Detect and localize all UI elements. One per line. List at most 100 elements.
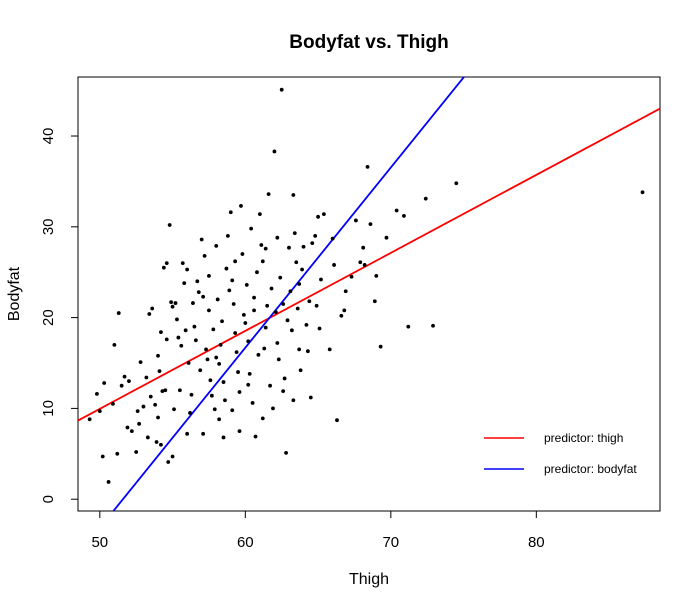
data-point [225, 233, 230, 238]
data-point [233, 259, 238, 264]
data-point [192, 324, 197, 329]
data-point [260, 259, 265, 264]
data-point [177, 388, 182, 393]
legend-label-bodyfat: predictor: bodyfat [544, 462, 637, 476]
data-point [223, 398, 227, 403]
data-point [100, 454, 105, 459]
data-point [263, 325, 268, 330]
data-point [279, 87, 284, 92]
data-point [300, 267, 304, 272]
data-point [332, 263, 336, 267]
data-point [257, 212, 262, 217]
data-point [297, 347, 302, 352]
y-axis-label: Bodyfat [6, 266, 23, 321]
data-point [156, 415, 160, 420]
data-point [97, 409, 102, 414]
data-point [250, 401, 255, 405]
data-point [394, 208, 399, 213]
data-point [640, 190, 645, 195]
data-point [191, 301, 195, 305]
data-point [154, 440, 159, 444]
data-point [167, 223, 172, 227]
data-point [217, 417, 222, 422]
data-point [231, 302, 236, 306]
data-point [228, 210, 233, 215]
data-point [199, 237, 204, 242]
data-point [252, 308, 256, 313]
data-point [201, 294, 206, 299]
data-point [358, 260, 363, 265]
data-point [269, 286, 274, 291]
data-point [207, 308, 211, 313]
data-point [164, 337, 169, 342]
data-point [215, 297, 220, 302]
data-point [106, 480, 111, 484]
data-point [185, 431, 190, 436]
data-point [454, 181, 459, 186]
data-point [327, 347, 332, 352]
data-point [202, 253, 207, 258]
data-point [180, 261, 185, 266]
data-point [287, 245, 291, 250]
data-point [406, 324, 411, 329]
data-point [116, 311, 121, 315]
data-point [253, 434, 258, 439]
data-point [212, 407, 217, 412]
data-point [224, 266, 229, 271]
data-point [297, 282, 302, 286]
data-point [134, 450, 139, 454]
data-point [259, 243, 264, 247]
data-point [260, 416, 265, 421]
data-point [372, 299, 377, 304]
data-point [263, 246, 268, 251]
data-point [271, 406, 275, 411]
data-point [249, 226, 254, 231]
plot-frame [77, 76, 661, 512]
data-point [204, 347, 208, 352]
data-point [163, 388, 168, 393]
data-point [218, 342, 223, 347]
data-point [368, 222, 373, 226]
data-point [384, 235, 389, 240]
data-point [209, 393, 214, 398]
data-point [307, 299, 312, 304]
data-point [361, 245, 366, 250]
data-point [289, 328, 294, 333]
data-point [275, 235, 280, 240]
x-tick-label: 80 [528, 534, 545, 551]
data-point [164, 261, 169, 266]
y-tick-label: 30 [40, 218, 57, 235]
data-point [119, 383, 124, 388]
data-point [314, 303, 319, 308]
data-point [354, 218, 358, 223]
data-point [255, 270, 259, 275]
data-point [172, 407, 176, 412]
data-point [236, 370, 240, 374]
data-point [237, 429, 242, 434]
data-point [87, 417, 92, 422]
data-point [159, 442, 163, 447]
data-point [237, 390, 242, 394]
data-point [170, 304, 175, 309]
y-tick-label: 20 [40, 309, 57, 326]
data-point [321, 212, 326, 217]
data-point [330, 236, 335, 241]
data-point [335, 418, 339, 423]
data-point [298, 368, 303, 373]
data-point [95, 391, 99, 396]
y-tick-label: 10 [40, 400, 57, 417]
data-point [179, 343, 184, 348]
data-point [276, 357, 281, 362]
data-point [141, 404, 146, 409]
data-point [125, 425, 130, 430]
data-point [173, 301, 178, 305]
data-point [145, 435, 150, 440]
data-point [185, 267, 190, 272]
data-point [211, 327, 216, 332]
data-point [295, 306, 300, 311]
data-point [115, 451, 120, 456]
regression-line-thigh [78, 107, 660, 422]
data-point [265, 303, 270, 308]
data-point [402, 214, 406, 218]
data-point [431, 323, 435, 328]
